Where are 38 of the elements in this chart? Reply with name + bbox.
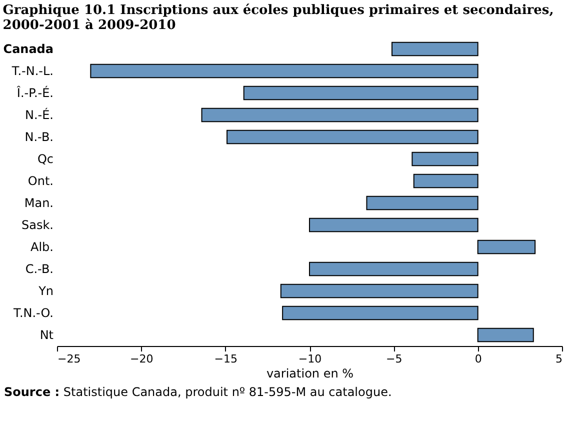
y-tick-label: Man.	[24, 196, 54, 210]
bar	[413, 174, 478, 188]
bar	[309, 262, 478, 276]
bar	[243, 86, 478, 100]
bar	[477, 328, 534, 342]
chart-title: Graphique 10.1 Inscriptions aux écoles publiques primaires et secondaires, 2000-2001 à 2009-2010	[2, 3, 554, 33]
bar	[226, 130, 478, 144]
bar	[280, 284, 478, 298]
y-tick-label: Canada	[3, 42, 54, 56]
y-tick-label: T.N.-O.	[12, 306, 54, 320]
bar	[412, 152, 478, 166]
bar	[282, 306, 478, 320]
bar	[90, 64, 478, 78]
y-tick-label: T.-N.-L.	[10, 64, 54, 78]
y-tick-label: Î.-P.-É.	[16, 85, 54, 100]
y-tick-label: Nt	[40, 328, 54, 342]
y-tick-label: Yn	[38, 284, 54, 298]
bar	[309, 218, 478, 232]
x-tick-label: −15	[214, 352, 238, 366]
y-tick-label: Ont.	[28, 174, 54, 188]
x-tick-label: −10	[298, 352, 322, 366]
bar	[391, 42, 478, 56]
x-tick-label: −25	[58, 352, 81, 366]
bar	[477, 240, 536, 254]
x-tick-label: 0	[474, 352, 482, 366]
y-tick-label: C.-B.	[25, 262, 54, 276]
x-tick-label: −5	[386, 352, 402, 366]
y-tick-label: N.-É.	[24, 107, 54, 122]
y-tick-label: Qc	[37, 152, 54, 166]
bar	[366, 196, 478, 210]
x-tick-label: 5	[556, 352, 562, 366]
y-tick-label: Alb.	[30, 240, 54, 254]
x-axis-title: variation en %	[266, 366, 354, 380]
bar	[201, 108, 478, 122]
y-tick-label: N.-B.	[24, 130, 54, 144]
y-tick-label: Sask.	[22, 218, 54, 232]
source-note: Source : Statistique Canada, produit nº 81-595-M au catalogue.	[4, 385, 393, 399]
x-tick-label: −20	[130, 352, 154, 366]
